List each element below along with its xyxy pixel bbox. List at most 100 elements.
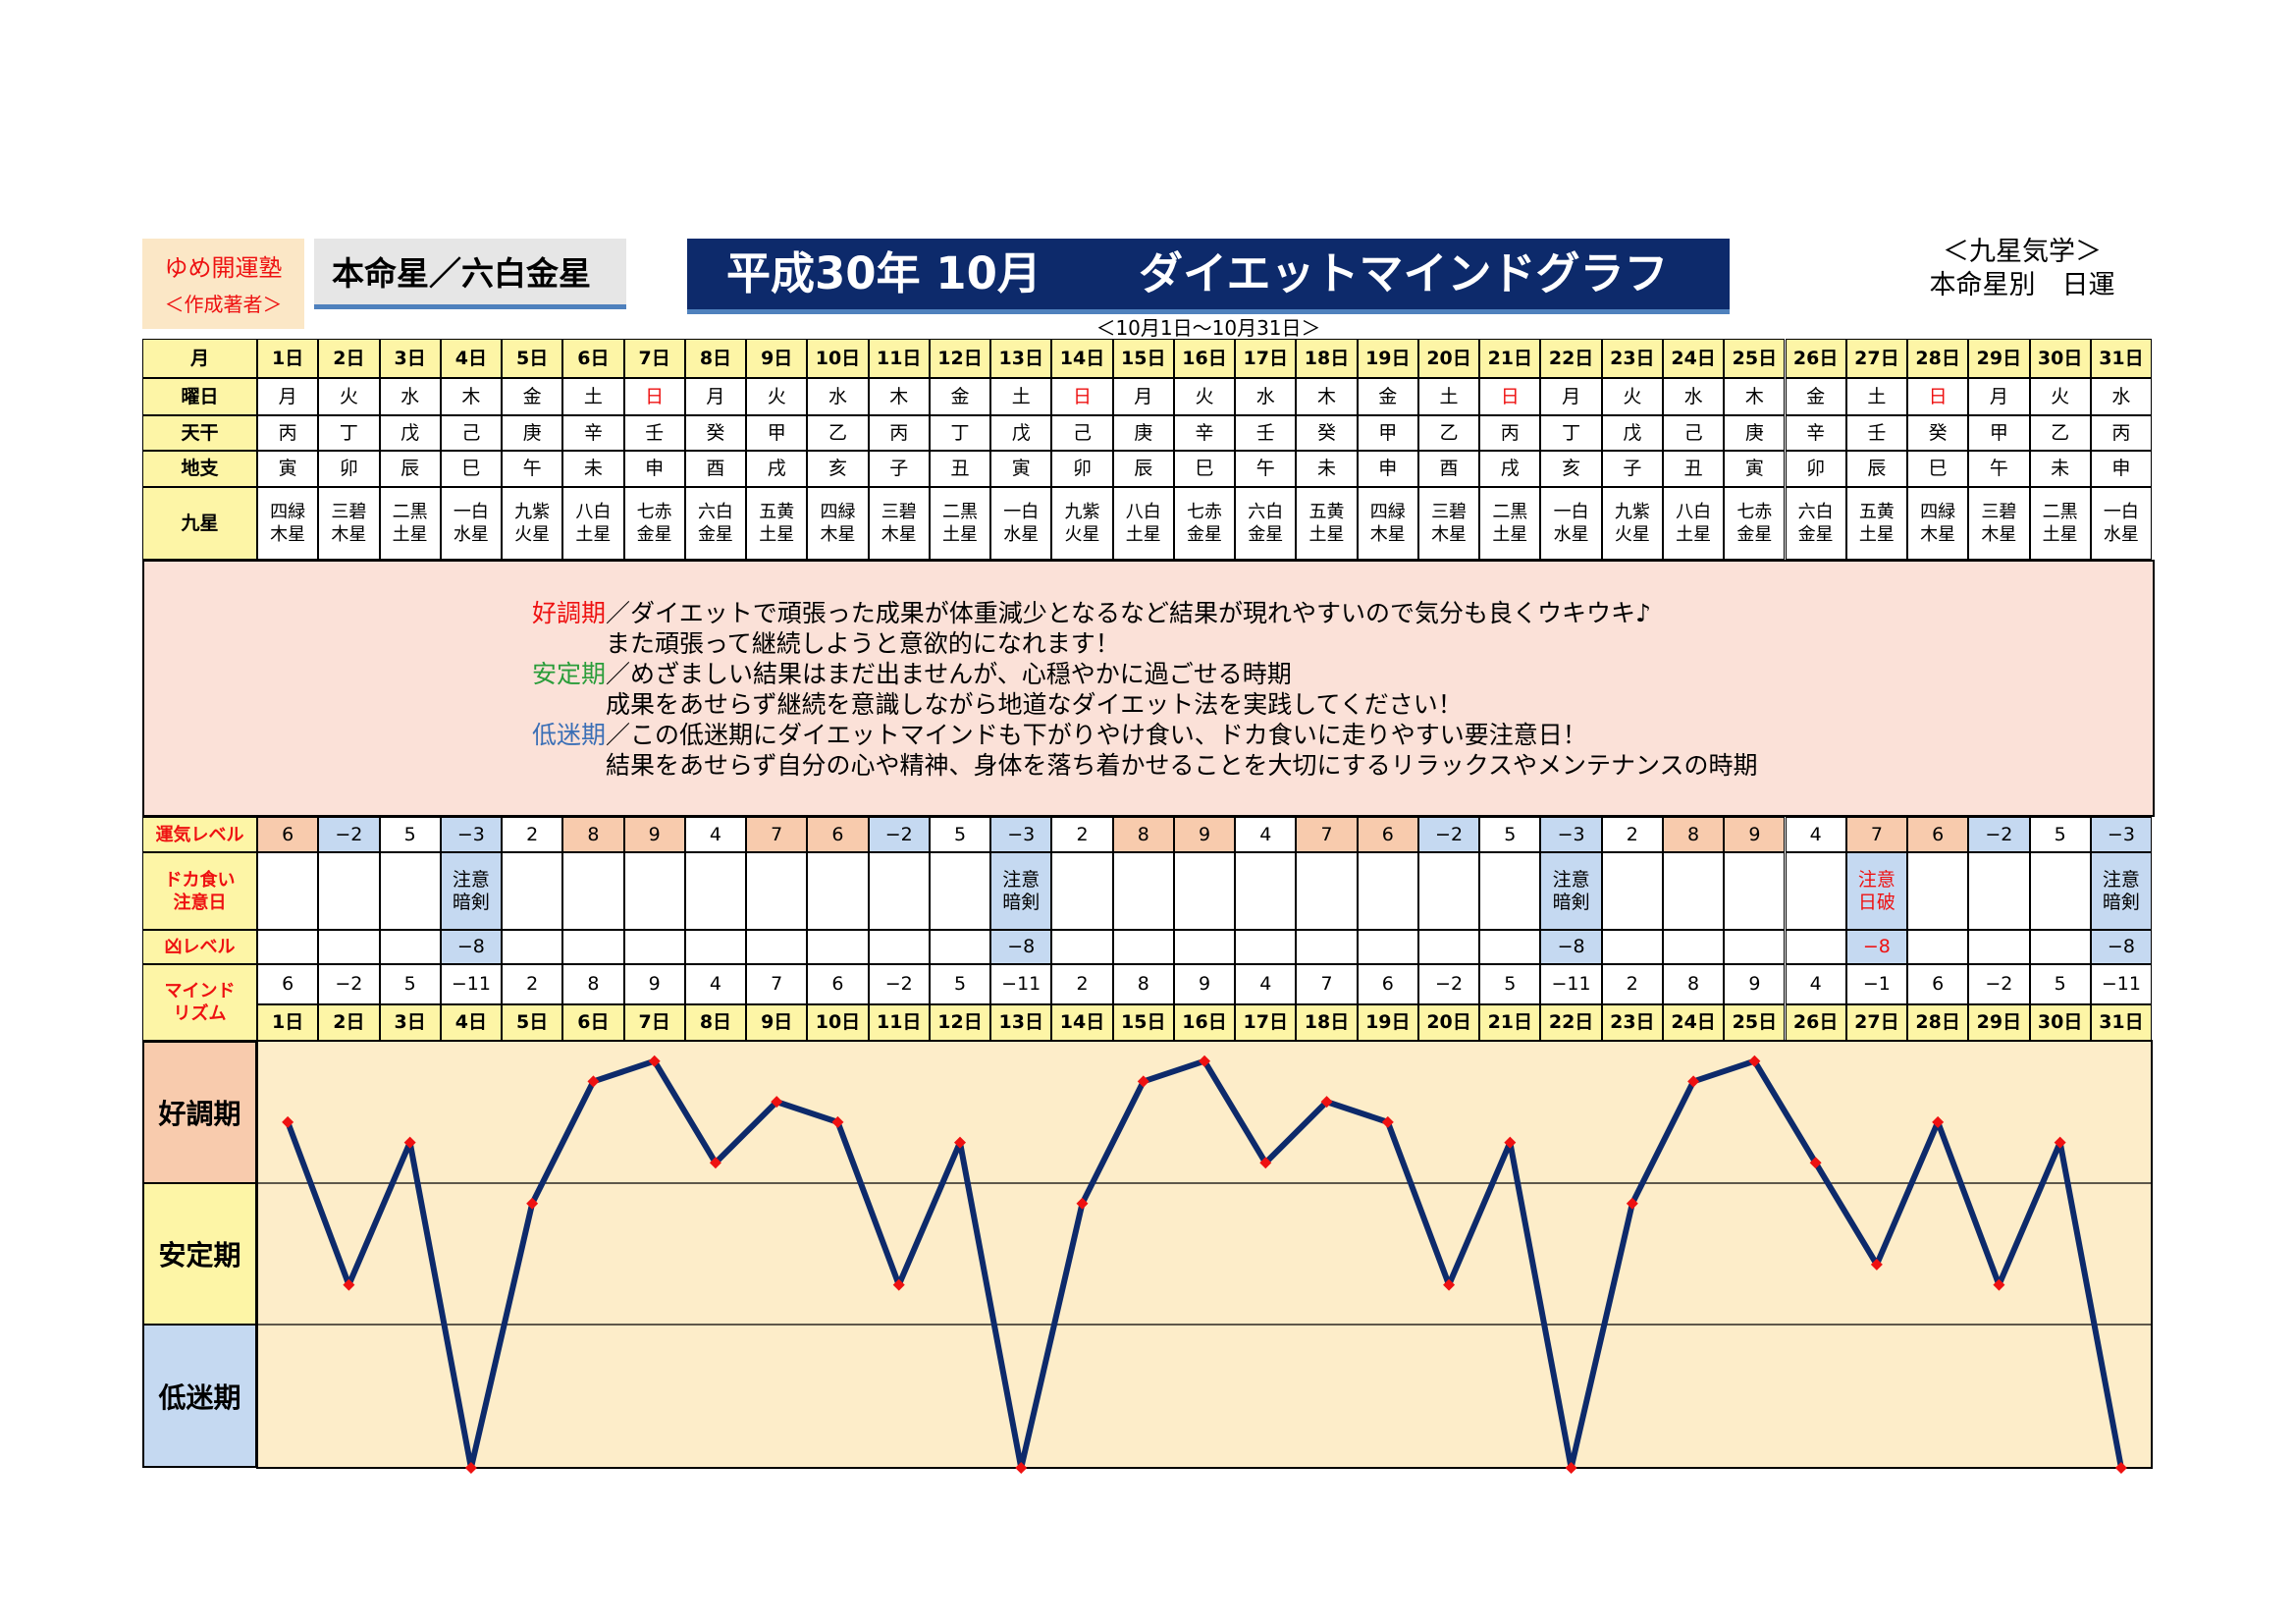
- weekday-cell: 木: [1296, 378, 1358, 415]
- kyusei-cell: 六白 金星: [1235, 487, 1297, 560]
- row-label-doka: ドカ食い 注意日: [142, 852, 257, 930]
- kyo-cell: −8: [990, 930, 1052, 964]
- unki-cell: 7: [1296, 817, 1358, 852]
- weekday-cell: 日: [623, 378, 685, 415]
- kyusei-cell: 二黒 土星: [929, 487, 991, 560]
- unki-cell: 4: [1235, 817, 1297, 852]
- doka-cell: [1051, 852, 1113, 930]
- tenkan-cell: 甲: [1968, 415, 2030, 451]
- weekday-cell: 日: [1051, 378, 1113, 415]
- month-cell: 26日: [1785, 339, 1846, 378]
- doka-cell: [318, 852, 380, 930]
- kyusei-cell: 一白 水星: [440, 487, 503, 560]
- kyo-cell: [562, 930, 624, 964]
- unki-cell: −3: [1540, 817, 1602, 852]
- data-point: [526, 1197, 539, 1210]
- mind-cell: 5: [2029, 964, 2091, 1004]
- weekday-cell: 水: [1235, 378, 1297, 415]
- chishi-cell: 巳: [1907, 451, 1969, 487]
- chishi-cell: 丑: [929, 451, 991, 487]
- doka-cell: [1785, 852, 1846, 930]
- mind-cell: −11: [440, 964, 503, 1004]
- row-label-weekday: 曜日: [142, 378, 257, 415]
- weekday-cell: 月: [257, 378, 319, 415]
- days2-cell: 16日: [1173, 1004, 1236, 1041]
- data-point: [892, 1278, 905, 1291]
- low-period-line1: ／この低迷期にダイエットマインドも下がりやけ食い、ドカ食いに走りやすい要注意日！: [606, 721, 1587, 749]
- data-point: [709, 1157, 721, 1169]
- mind-cell: 7: [746, 964, 808, 1004]
- weekday-cell: 水: [1662, 378, 1725, 415]
- kyo-cell: [929, 930, 991, 964]
- kyo-cell: −8: [1540, 930, 1602, 964]
- row-label-month: 月: [142, 339, 257, 378]
- chishi-cell: 申: [2090, 451, 2153, 487]
- month-cell: 2日: [318, 339, 380, 378]
- band-label-good: 好調期: [142, 1041, 257, 1184]
- mind-cell: 9: [1173, 964, 1236, 1004]
- kyo-cell: [379, 930, 441, 964]
- kyo-cell: [684, 930, 747, 964]
- chishi-cell: 寅: [257, 451, 319, 487]
- stable-period-line1: ／めざましい結果はまだ出ませんが、心穏やかに過ごせる時期: [606, 660, 1292, 688]
- stable-period-line2: 成果をあせらず継続を意識しながら地道なダイエット法を実践してください！: [532, 690, 1463, 719]
- weekday-cell: 火: [2029, 378, 2091, 415]
- unki-cell: −2: [868, 817, 930, 852]
- unki-cell: 6: [257, 817, 319, 852]
- stable-period-label: 安定期: [532, 660, 607, 688]
- month-cell: 23日: [1601, 339, 1663, 378]
- tenkan-cell: 癸: [1907, 415, 1969, 451]
- chishi-cell: 巳: [1173, 451, 1236, 487]
- data-point: [587, 1075, 600, 1088]
- days2-cell: 26日: [1785, 1004, 1846, 1041]
- unki-cell: 5: [2029, 817, 2091, 852]
- weekday-cell: 金: [502, 378, 563, 415]
- chishi-cell: 寅: [990, 451, 1052, 487]
- weekday-cell: 火: [746, 378, 808, 415]
- month-cell: 18日: [1296, 339, 1358, 378]
- doka-cell: [502, 852, 563, 930]
- doka-cell: [1357, 852, 1418, 930]
- data-point: [2114, 1462, 2127, 1474]
- kyo-cell: [1662, 930, 1725, 964]
- kyusei-cell: 四緑 木星: [257, 487, 319, 560]
- low-period-label: 低迷期: [532, 721, 607, 749]
- weekday-cell: 土: [1417, 378, 1480, 415]
- kyo-cell: [1235, 930, 1297, 964]
- data-point: [464, 1462, 477, 1474]
- tenkan-cell: 癸: [684, 415, 747, 451]
- days2-cell: 5日: [502, 1004, 563, 1041]
- mind-cell: 5: [929, 964, 991, 1004]
- days2-cell: 2日: [318, 1004, 380, 1041]
- kyusei-cell: 九紫 火星: [502, 487, 563, 560]
- mind-cell: 4: [1785, 964, 1846, 1004]
- data-point: [282, 1115, 294, 1128]
- weekday-cell: 土: [990, 378, 1052, 415]
- good-period-line1: ／ダイエットで頑張った成果が体重減少となるなど結果が現れやすいので気分も良くウキ…: [606, 599, 1651, 627]
- days2-cell: 7日: [623, 1004, 685, 1041]
- tenkan-cell: 辛: [562, 415, 624, 451]
- unki-cell: 8: [1112, 817, 1174, 852]
- unki-cell: 8: [1662, 817, 1725, 852]
- unki-cell: 2: [1051, 817, 1113, 852]
- month-cell: 13日: [990, 339, 1052, 378]
- days2-cell: 3日: [379, 1004, 441, 1041]
- month-cell: 17日: [1235, 339, 1297, 378]
- doka-cell: 注意 暗剣: [440, 852, 503, 930]
- tenkan-cell: 庚: [1112, 415, 1174, 451]
- weekday-cell: 月: [1540, 378, 1602, 415]
- kyusei-cell: 三碧 木星: [1968, 487, 2030, 560]
- kyo-cell: [2029, 930, 2091, 964]
- days2-cell: 18日: [1296, 1004, 1358, 1041]
- honmei-star-label: 本命星／六白金星: [314, 239, 626, 309]
- data-point: [1809, 1157, 1822, 1169]
- tenkan-cell: 庚: [502, 415, 563, 451]
- weekday-cell: 火: [318, 378, 380, 415]
- chishi-cell: 未: [2029, 451, 2091, 487]
- row-label-mind: マインド リズム: [142, 964, 257, 1041]
- unki-cell: 8: [562, 817, 624, 852]
- chishi-cell: 午: [502, 451, 563, 487]
- kyo-cell: [502, 930, 563, 964]
- month-cell: 30日: [2029, 339, 2091, 378]
